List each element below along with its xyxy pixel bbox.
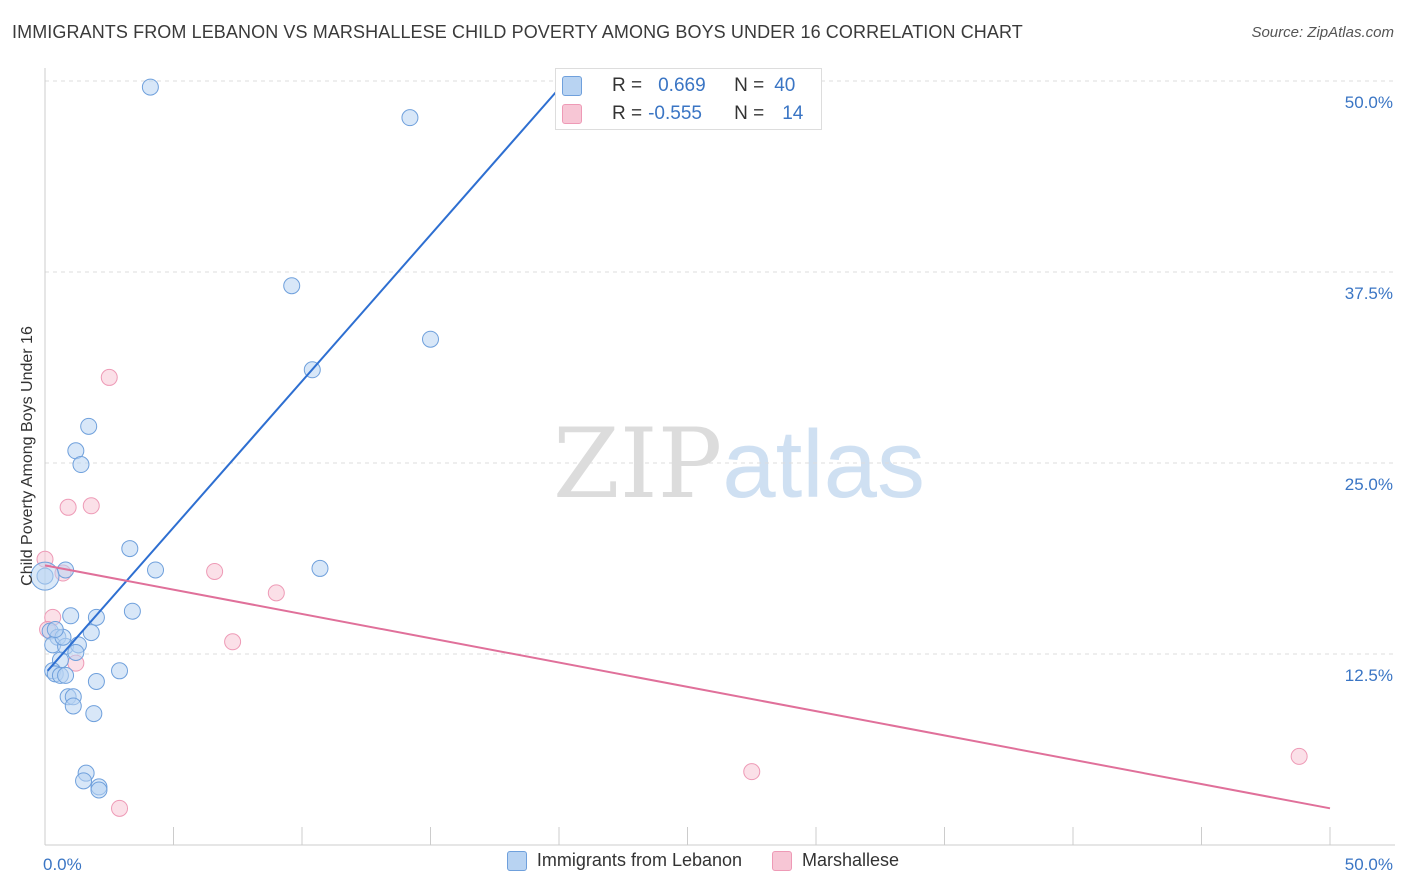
lebanon-point	[401, 109, 419, 127]
lebanon-point	[311, 559, 329, 577]
trend-lines	[44, 87, 1331, 810]
lebanon-point	[87, 608, 105, 626]
x-tick-label-max: 50.0%	[1345, 855, 1393, 874]
lebanon-point	[111, 662, 129, 680]
legend-swatch-marshallese	[772, 850, 793, 871]
marshallese-point	[1290, 747, 1308, 765]
lebanon-trend-line	[46, 87, 560, 672]
lebanon-point	[46, 621, 64, 639]
lebanon-point	[72, 456, 90, 474]
stats-row-lebanon: R = 0.669 N = 40	[562, 74, 796, 98]
lebanon-point	[75, 772, 93, 790]
source-label: Source: ZipAtlas.com	[1251, 24, 1394, 41]
stats-r-marshallese: -0.555	[648, 103, 702, 124]
stats-r-label: R =	[612, 103, 643, 124]
y-axis-label: Child Poverty Among Boys Under 16	[19, 326, 36, 586]
stats-swatch-marshallese	[562, 104, 582, 124]
legend-label-marshallese: Marshallese	[802, 850, 900, 870]
marshallese-point	[100, 368, 118, 386]
stats-n-label: N =	[734, 103, 765, 124]
tick-labels: 50.0% 37.5% 25.0% 12.5% 0.0% 50.0%	[43, 93, 1393, 874]
marshallese-point	[111, 799, 129, 817]
marshallese-point	[267, 584, 285, 602]
lebanon-point	[57, 666, 75, 684]
lebanon-point	[90, 781, 108, 799]
lebanon-point	[64, 697, 82, 715]
y-tick-label: 12.5%	[1345, 666, 1393, 685]
gridlines	[45, 80, 1395, 655]
lebanon-point	[80, 417, 98, 435]
x-tick-label-min: 0.0%	[43, 855, 82, 874]
legend-swatch-lebanon	[506, 850, 527, 871]
marshallese-point	[82, 497, 100, 515]
lebanon-point	[123, 602, 141, 620]
chart-title: IMMIGRANTS FROM LEBANON VS MARSHALLESE C…	[12, 22, 1023, 42]
lebanon-point-large	[30, 561, 60, 591]
marshallese-point	[59, 498, 77, 516]
legend-label-lebanon: Immigrants from Lebanon	[536, 850, 743, 870]
stats-swatch-lebanon	[562, 76, 582, 96]
stats-n-label: N =	[734, 75, 765, 96]
lebanon-point	[82, 624, 100, 642]
stats-r-lebanon: 0.669	[658, 75, 706, 96]
axes	[44, 68, 1395, 846]
lebanon-point	[67, 643, 85, 661]
stats-row-marshallese: R = -0.555 N = 14	[562, 102, 804, 126]
stats-n-marshallese: 14	[782, 103, 804, 124]
y-tick-label: 25.0%	[1345, 475, 1393, 494]
marshallese-trend-line	[44, 564, 1331, 810]
y-tick-label: 37.5%	[1345, 284, 1393, 303]
y-tick-label: 50.0%	[1345, 93, 1393, 112]
lebanon-point	[283, 277, 301, 295]
marshallese-point	[224, 633, 242, 651]
lebanon-point	[121, 540, 139, 558]
lebanon-point	[141, 78, 159, 96]
legend-item-marshallese[interactable]: Marshallese	[772, 850, 899, 871]
lebanon-point	[87, 673, 105, 691]
lebanon-point	[85, 705, 103, 723]
legend-item-lebanon[interactable]: Immigrants from Lebanon	[506, 850, 743, 871]
legend: Immigrants from Lebanon Marshallese	[0, 850, 1406, 871]
lebanon-point	[62, 607, 80, 625]
lebanon-point	[422, 330, 439, 348]
lebanon-point	[147, 561, 165, 579]
stats-box: R = 0.669 N = 40 R = -0.555 N = 14	[555, 68, 822, 130]
data-points	[30, 78, 1308, 817]
stats-n-lebanon: 40	[774, 75, 796, 96]
marshallese-point	[743, 763, 761, 781]
stats-r-label: R =	[612, 75, 643, 96]
marshallese-point	[206, 562, 224, 580]
